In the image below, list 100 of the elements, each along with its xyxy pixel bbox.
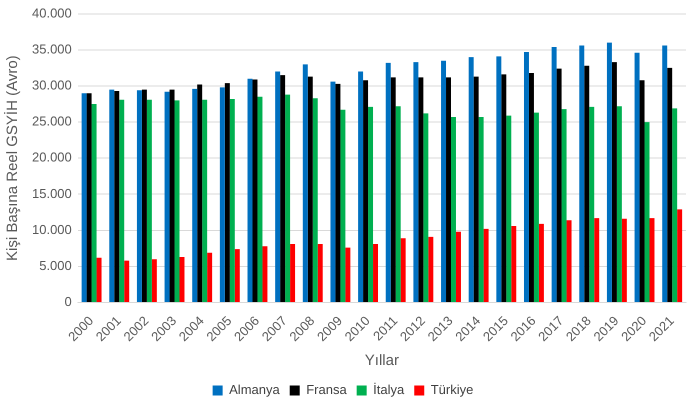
bar <box>556 68 562 302</box>
bar <box>622 218 627 302</box>
bar <box>396 106 401 302</box>
bar <box>667 68 672 302</box>
bar <box>82 93 87 302</box>
bar <box>672 108 678 302</box>
bar <box>662 46 668 302</box>
y-tick-label: 25.000 <box>32 114 72 129</box>
bar <box>275 72 280 302</box>
bar <box>418 77 424 302</box>
bar <box>234 249 240 302</box>
bar <box>152 259 157 302</box>
bar <box>677 209 682 302</box>
bar <box>124 260 130 302</box>
bar <box>96 258 102 302</box>
bar <box>474 76 479 302</box>
bar <box>390 77 396 302</box>
bar <box>650 218 654 302</box>
bar <box>335 84 340 302</box>
y-tick-label: 40.000 <box>32 5 72 20</box>
bar <box>248 78 252 302</box>
bar <box>528 72 534 302</box>
bar <box>496 56 502 302</box>
bar <box>589 106 594 302</box>
bar <box>330 82 336 302</box>
bar <box>616 106 622 302</box>
x-axis-title: Yıllar <box>364 352 399 370</box>
bar <box>345 248 350 302</box>
bar <box>220 87 225 302</box>
bar <box>142 90 147 302</box>
bar <box>640 80 645 302</box>
bar <box>644 122 650 302</box>
bar <box>146 100 152 302</box>
bar <box>170 90 175 302</box>
bar <box>164 92 170 302</box>
bar <box>285 94 290 302</box>
legend-label: İtalya <box>373 382 406 398</box>
bar <box>373 244 378 302</box>
y-tick-label: 0 <box>64 294 72 310</box>
bar <box>224 83 230 302</box>
bar <box>262 246 268 302</box>
bar <box>552 47 557 302</box>
y-tick-label: 35.000 <box>32 41 72 56</box>
bar <box>484 228 489 302</box>
bar <box>363 80 368 302</box>
bar <box>192 88 198 302</box>
bar <box>606 42 612 302</box>
bar <box>119 100 124 302</box>
bar <box>358 72 364 302</box>
bar <box>511 226 516 302</box>
legend-label: Türkiye <box>430 382 474 398</box>
bar <box>634 52 640 302</box>
bar <box>308 76 313 302</box>
bar <box>612 62 617 302</box>
bar <box>423 113 428 302</box>
legend-label: Fransa <box>306 382 348 398</box>
legend-label: Almanya <box>229 382 280 398</box>
bar <box>340 110 346 302</box>
bar <box>109 90 114 302</box>
bar <box>174 100 180 302</box>
bar <box>413 62 418 302</box>
bar <box>252 79 258 302</box>
y-tick-label: 30.000 <box>32 78 72 93</box>
y-tick-label: 20.000 <box>32 150 72 165</box>
y-tick-label: 15.000 <box>32 186 72 201</box>
bar <box>92 104 97 302</box>
bar <box>290 244 296 302</box>
bar <box>180 257 184 302</box>
bar <box>441 60 446 302</box>
y-tick-label: 5.000 <box>39 258 72 274</box>
bar <box>506 116 512 302</box>
bar <box>197 84 202 302</box>
bar <box>478 117 484 302</box>
bar <box>302 64 308 302</box>
bar <box>386 62 391 302</box>
bar <box>579 46 584 302</box>
bar <box>562 109 567 302</box>
bar <box>368 106 374 302</box>
bar <box>501 74 506 302</box>
bar <box>86 93 92 302</box>
bar <box>257 96 262 302</box>
bar <box>451 117 456 302</box>
bar <box>400 238 406 302</box>
bar <box>428 236 434 302</box>
bar <box>584 66 590 302</box>
bar <box>312 98 318 302</box>
bar <box>524 52 529 302</box>
y-tick-label: 10.000 <box>32 222 72 237</box>
bar <box>230 98 235 302</box>
bar <box>446 77 451 302</box>
bar <box>538 224 544 302</box>
bar <box>202 100 208 302</box>
bar <box>468 57 474 302</box>
bar <box>207 252 212 302</box>
y-axis-title: Kişi Başına Reel GSYİH (Avro) <box>3 55 22 261</box>
bar <box>318 244 323 302</box>
bar <box>566 220 572 302</box>
bar <box>534 112 539 302</box>
bar <box>594 218 600 302</box>
bar <box>456 232 461 302</box>
